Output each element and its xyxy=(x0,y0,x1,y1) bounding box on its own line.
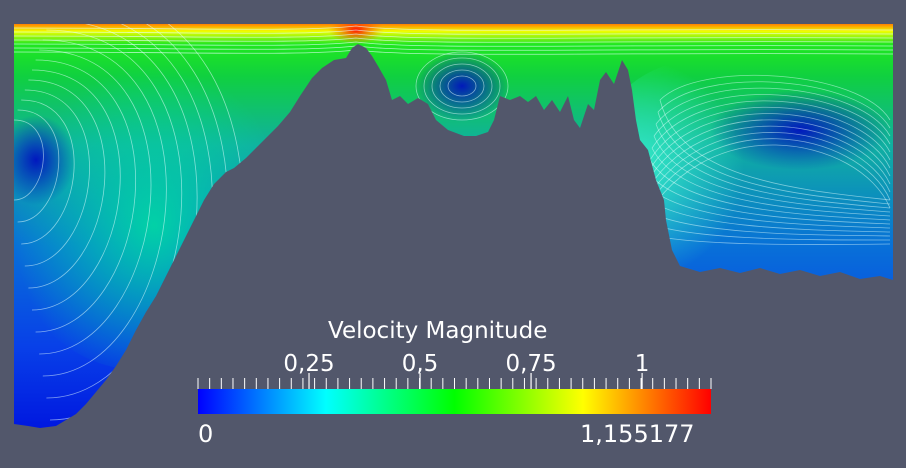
streamline xyxy=(657,81,891,205)
center-eddy-core xyxy=(414,50,510,122)
streamline xyxy=(655,87,891,209)
streamline xyxy=(653,94,891,213)
streamline xyxy=(431,63,493,109)
streamline xyxy=(415,51,509,121)
scalar-bar-min-label: 0 xyxy=(198,420,214,448)
streamline xyxy=(447,75,477,97)
scalar-bar-gradient xyxy=(198,389,711,414)
streamline xyxy=(28,79,106,289)
streamlines xyxy=(14,24,893,428)
streamline xyxy=(46,29,183,399)
scalar-bar-title: Velocity Magnitude xyxy=(328,318,548,344)
streamline xyxy=(647,113,891,225)
streamline xyxy=(423,57,501,115)
streamline xyxy=(645,119,891,229)
streamline xyxy=(649,106,891,221)
scalar-bar-tick-label: 0,25 xyxy=(283,351,335,377)
streamline xyxy=(14,49,893,55)
streamline xyxy=(651,100,891,217)
streamline xyxy=(14,41,893,47)
right-eddy-core xyxy=(710,90,890,170)
scalar-bar-tick-label: 0,75 xyxy=(505,351,557,377)
streamline xyxy=(14,45,893,51)
streamline xyxy=(14,29,893,35)
scalar-bar-tick-label: 1 xyxy=(634,351,650,377)
scalar-bar-max-label: 1,155177 xyxy=(580,420,695,448)
streamline xyxy=(14,119,44,201)
scalar-bar-ticks xyxy=(197,373,712,389)
streamline xyxy=(31,69,121,311)
scalar-bar-tick-label: 0,5 xyxy=(401,351,439,377)
streamline xyxy=(439,69,485,103)
streamline xyxy=(14,25,893,31)
streamline xyxy=(17,109,60,223)
streamline xyxy=(659,74,891,201)
streamline xyxy=(21,99,75,245)
scalar-bar xyxy=(197,373,712,414)
streamline xyxy=(14,37,893,43)
